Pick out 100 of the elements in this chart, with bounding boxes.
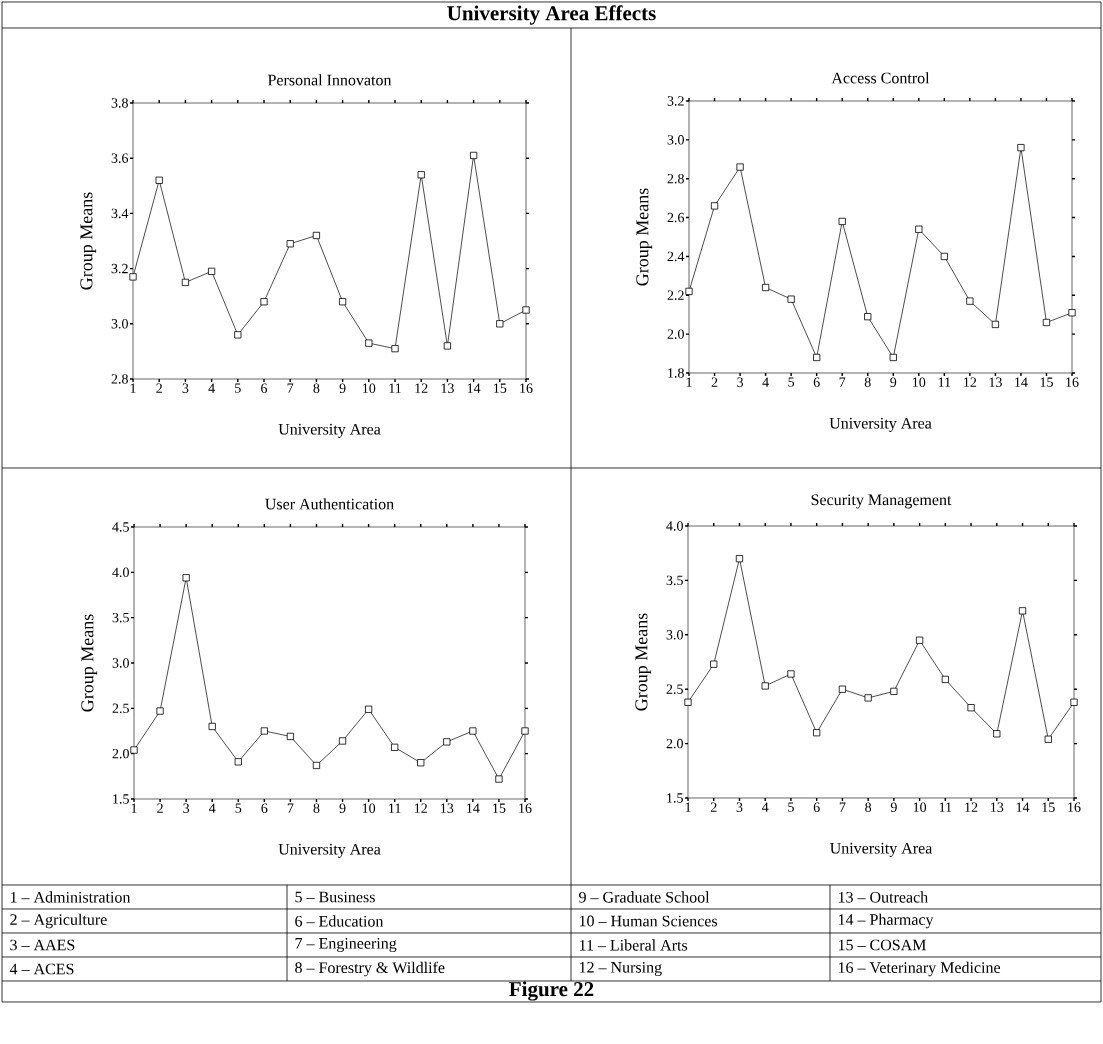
x-axis-title: University Area xyxy=(278,423,381,438)
point xyxy=(312,761,321,770)
point xyxy=(469,727,477,735)
x-tick-label: 4 xyxy=(762,377,769,387)
point xyxy=(685,287,693,295)
x-tick-label: 15 xyxy=(1042,802,1055,812)
point xyxy=(495,775,503,783)
x-tick-label: 14 xyxy=(1016,802,1030,812)
chart-title: Security Management xyxy=(811,494,952,509)
x-tick-label: 16 xyxy=(519,803,532,813)
x-tick-label: 6 xyxy=(813,802,820,812)
chart-title: Access Control xyxy=(831,72,930,84)
x-tick-label: 3 xyxy=(183,803,190,813)
point xyxy=(889,353,897,362)
x-tick-label: 2 xyxy=(711,377,718,387)
y-tick-label: 3.0 xyxy=(111,319,128,329)
text: 10 – Human Sciences xyxy=(579,915,718,927)
point xyxy=(470,151,478,160)
x-tick-label: 3 xyxy=(737,377,744,387)
y-tick-label: 2.0 xyxy=(666,738,683,749)
y-tick-label: 3.0 xyxy=(112,658,129,668)
point xyxy=(260,298,268,306)
x-tick-label: 14 xyxy=(467,803,480,813)
y-tick-label: 3.4 xyxy=(111,208,129,219)
x-tick-label: 3 xyxy=(182,383,189,393)
y-tick-label: 4.0 xyxy=(112,567,129,578)
x-tick-label: 6 xyxy=(813,377,820,387)
text: 13 – Outreach xyxy=(838,891,928,903)
x-tick-label: 12 xyxy=(415,383,428,393)
x-tick-label: 5 xyxy=(788,377,795,387)
point xyxy=(391,743,399,751)
x-tick-label: 4 xyxy=(208,803,216,813)
y-tick-label: 3.8 xyxy=(111,98,128,108)
point xyxy=(156,707,164,715)
y-axis-title: Group Means xyxy=(81,614,98,712)
x-tick-label: 5 xyxy=(788,802,794,812)
y-tick-label: 4.0 xyxy=(666,521,683,531)
y-tick-label: 2.8 xyxy=(111,374,128,384)
point xyxy=(813,729,821,737)
point xyxy=(813,353,821,362)
text: 3 – AAES xyxy=(10,939,75,951)
x-tick-label: 8 xyxy=(313,383,320,393)
y-tick-label: 3.6 xyxy=(111,153,129,163)
x-tick-label: 7 xyxy=(287,383,294,393)
x-tick-label: 9 xyxy=(339,383,346,393)
x-tick-label: 12 xyxy=(965,802,978,812)
x-tick-label: 10 xyxy=(913,802,927,812)
y-tick-label: 3.5 xyxy=(112,612,129,623)
y-axis-title: Group Means xyxy=(635,613,652,711)
x-tick-label: 13 xyxy=(441,383,454,393)
x-tick-label: 1 xyxy=(686,377,692,387)
x-tick-label: 8 xyxy=(865,802,872,812)
chart-title: Personal Innovaton xyxy=(267,74,392,86)
x-tick-label: 10 xyxy=(363,383,376,393)
point xyxy=(966,297,974,305)
y-tick-label: 2.5 xyxy=(666,684,683,694)
point xyxy=(417,759,425,767)
x-tick-label: 9 xyxy=(339,803,346,813)
x-tick-label: 16 xyxy=(1066,377,1079,387)
point xyxy=(838,217,846,226)
point xyxy=(915,225,923,233)
point xyxy=(710,660,718,668)
x-tick-label: 5 xyxy=(235,803,242,813)
y-tick-label: 1.5 xyxy=(667,793,683,803)
point xyxy=(234,331,242,339)
x-tick-label: 7 xyxy=(839,802,846,812)
point xyxy=(496,320,504,328)
point xyxy=(286,240,294,248)
point xyxy=(993,730,1001,738)
y-tick-label: 2.8 xyxy=(667,173,684,184)
x-tick-label: 5 xyxy=(235,383,241,393)
x-tick-label: 2 xyxy=(710,802,717,812)
point xyxy=(864,313,872,321)
y-tick-label: 2.4 xyxy=(667,251,685,262)
point xyxy=(365,339,373,347)
point xyxy=(443,342,452,350)
point xyxy=(522,306,530,314)
y-tick-label: 2.5 xyxy=(112,703,129,714)
point xyxy=(735,555,744,563)
x-tick-label: 7 xyxy=(287,803,294,813)
x-tick-label: 11 xyxy=(389,383,401,393)
point xyxy=(181,278,190,286)
text: 9 – Graduate School xyxy=(579,891,710,903)
x-tick-label: 13 xyxy=(989,377,1002,387)
point xyxy=(941,675,949,684)
y-axis-title: Group Means xyxy=(636,188,653,286)
text: 15 – COSAM xyxy=(838,939,926,951)
text: 7 – Engineering xyxy=(295,937,397,953)
x-tick-label: 3 xyxy=(736,802,743,812)
point xyxy=(736,163,744,171)
x-tick-label: 2 xyxy=(156,383,162,393)
x-tick-label: 9 xyxy=(890,377,897,387)
point xyxy=(286,732,295,741)
point xyxy=(1042,318,1051,327)
y-tick-label: 3.2 xyxy=(111,263,128,274)
x-tick-label: 2 xyxy=(157,803,163,813)
text: 6 – Education xyxy=(295,915,384,927)
y-tick-label: 2.2 xyxy=(667,290,684,301)
chart-title: User Authentication xyxy=(265,498,394,510)
point xyxy=(208,722,216,731)
